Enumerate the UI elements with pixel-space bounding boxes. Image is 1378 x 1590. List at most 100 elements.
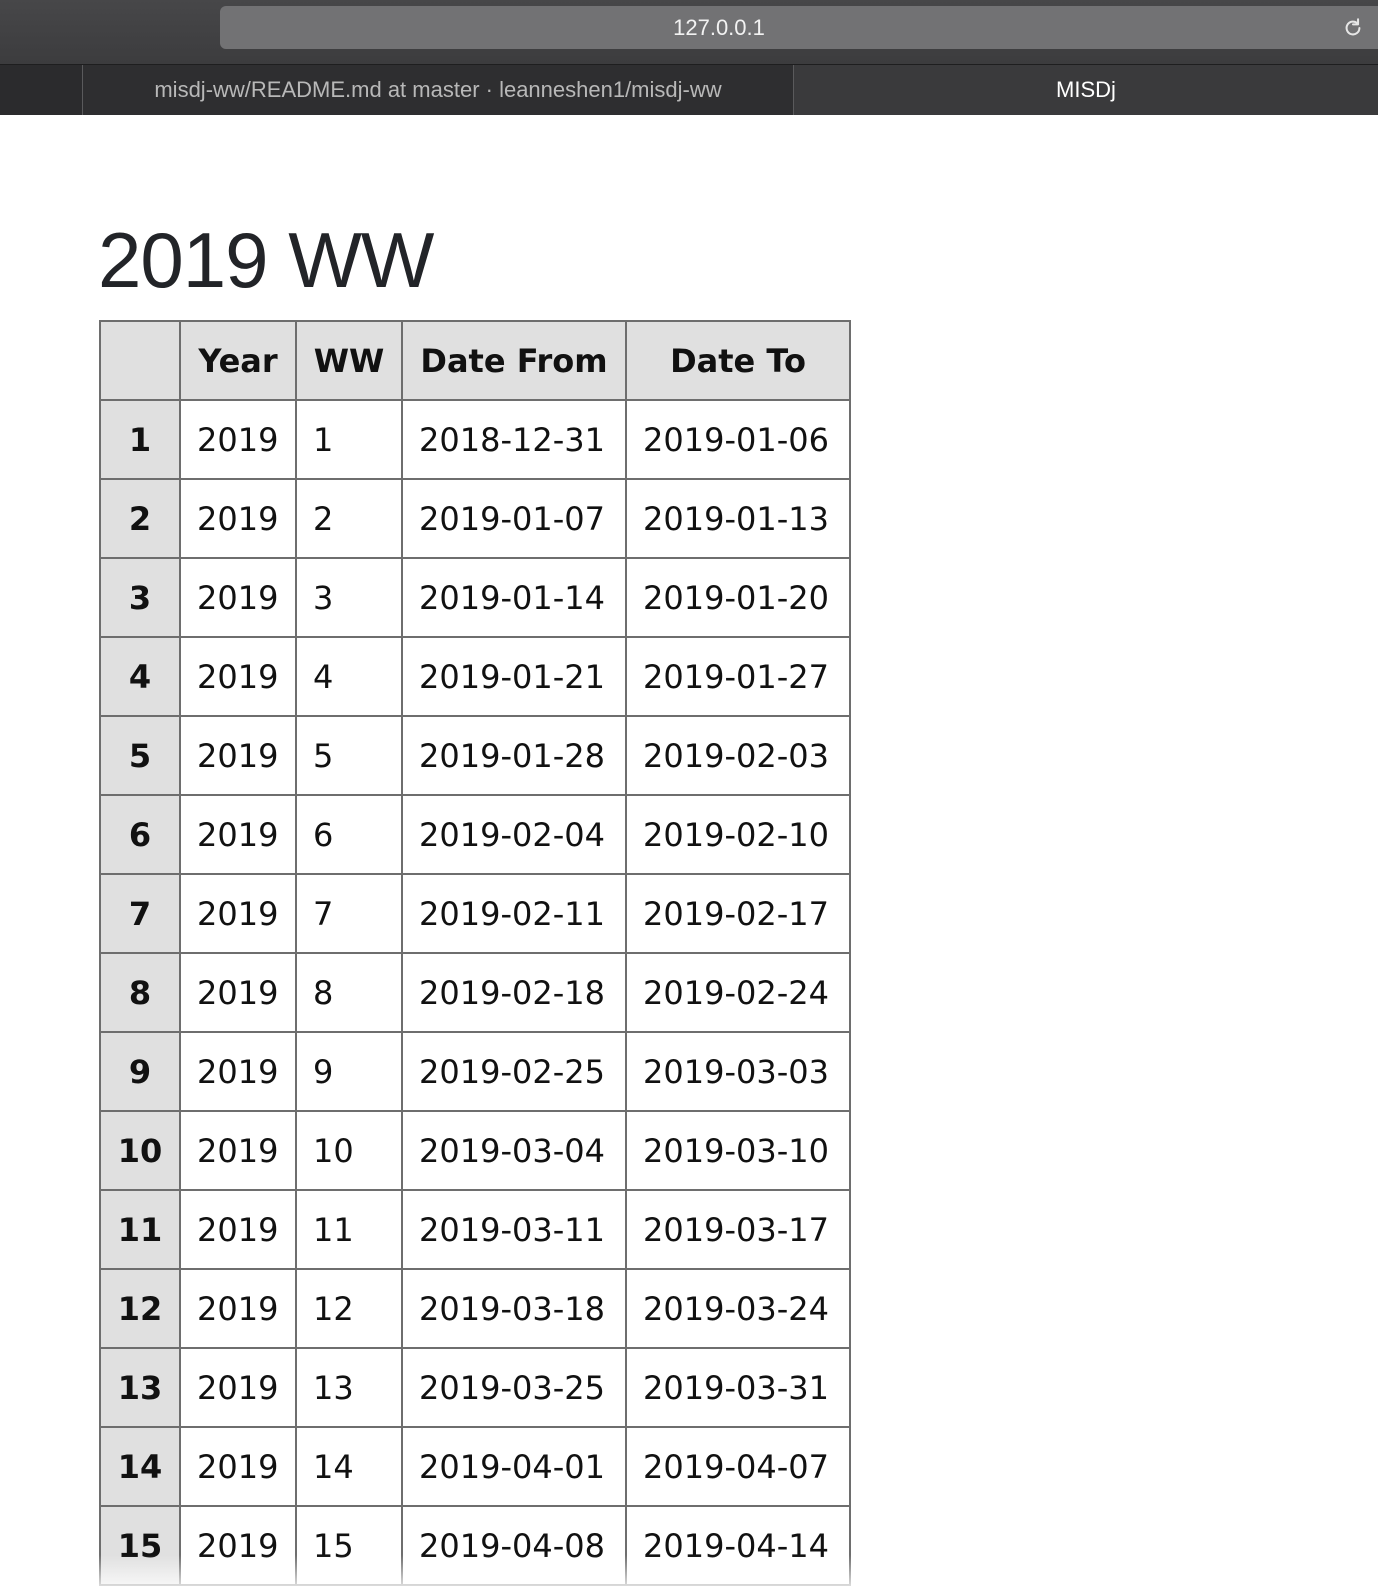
date-from-cell: 2019-01-28: [401, 715, 627, 796]
table-row: 11 2019 11 2019-03-11 2019-03-17: [99, 1189, 851, 1270]
table-row: 8 2019 8 2019-02-18 2019-02-24: [99, 952, 851, 1033]
page-content: 2019 WW Year WW Date From Date To 1 2019 1…: [0, 115, 1378, 1590]
row-index: 2: [99, 478, 181, 559]
row-index: 3: [99, 557, 181, 638]
table-row: 6 2019 6 2019-02-04 2019-02-10: [99, 794, 851, 875]
table-row: 7 2019 7 2019-02-11 2019-02-17: [99, 873, 851, 954]
ww-cell: 3: [295, 557, 403, 638]
date-to-cell: 2019-01-06: [625, 399, 851, 480]
ww-cell: 9: [295, 1031, 403, 1112]
ww-cell: 7: [295, 873, 403, 954]
date-from-cell: 2019-03-11: [401, 1189, 627, 1270]
year-cell: 2019: [179, 1031, 297, 1112]
work-week-table: Year WW Date From Date To 1 2019 1 2018-12-…: [99, 320, 851, 1586]
year-cell: 2019: [179, 399, 297, 480]
date-to-cell: 2019-02-17: [625, 873, 851, 954]
tab-readme[interactable]: misdj-ww/README.md at master · leanneshe…: [82, 65, 794, 115]
reload-icon[interactable]: [1342, 17, 1364, 39]
date-from-cell: 2019-02-04: [401, 794, 627, 875]
date-to-cell: 2019-03-03: [625, 1031, 851, 1112]
row-index: 4: [99, 636, 181, 717]
ww-cell: 1: [295, 399, 403, 480]
row-index: 5: [99, 715, 181, 796]
date-to-cell: 2019-03-17: [625, 1189, 851, 1270]
ww-cell: 6: [295, 794, 403, 875]
date-to-cell: 2019-02-10: [625, 794, 851, 875]
row-index: 14: [99, 1426, 181, 1507]
tab-bar: misdj-ww/README.md at master · leanneshe…: [0, 64, 1378, 116]
row-index: 1: [99, 399, 181, 480]
date-to-cell: 2019-01-27: [625, 636, 851, 717]
table-body: 1 2019 1 2018-12-31 2019-01-06 2 2019 2 2019-01-…: [99, 399, 851, 1586]
table-row: 2 2019 2 2019-01-07 2019-01-13: [99, 478, 851, 559]
date-from-cell: 2018-12-31: [401, 399, 627, 480]
ww-cell: 10: [295, 1110, 403, 1191]
year-cell: 2019: [179, 636, 297, 717]
year-cell: 2019: [179, 873, 297, 954]
table-row: 3 2019 3 2019-01-14 2019-01-20: [99, 557, 851, 638]
table-row: 4 2019 4 2019-01-21 2019-01-27: [99, 636, 851, 717]
scroll-fade: [0, 1555, 1378, 1590]
row-index: 12: [99, 1268, 181, 1349]
row-index: 6: [99, 794, 181, 875]
table-row: 12 2019 12 2019-03-18 2019-03-24: [99, 1268, 851, 1349]
date-to-cell: 2019-03-31: [625, 1347, 851, 1428]
table-row: 14 2019 14 2019-04-01 2019-04-07: [99, 1426, 851, 1507]
date-from-header: Date From: [401, 320, 627, 401]
date-from-cell: 2019-02-25: [401, 1031, 627, 1112]
browser-chrome: 127.0.0.1 misdj-ww/README.md at master ·…: [0, 0, 1378, 116]
row-index: 8: [99, 952, 181, 1033]
year-cell: 2019: [179, 794, 297, 875]
year-cell: 2019: [179, 1347, 297, 1428]
date-to-cell: 2019-02-24: [625, 952, 851, 1033]
date-to-cell: 2019-03-24: [625, 1268, 851, 1349]
address-bar[interactable]: 127.0.0.1: [220, 6, 1378, 49]
date-to-cell: 2019-03-10: [625, 1110, 851, 1191]
index-header: [99, 320, 181, 401]
ww-header: WW: [295, 320, 403, 401]
date-from-cell: 2019-03-04: [401, 1110, 627, 1191]
date-from-cell: 2019-02-11: [401, 873, 627, 954]
ww-cell: 12: [295, 1268, 403, 1349]
table-row: 13 2019 13 2019-03-25 2019-03-31: [99, 1347, 851, 1428]
row-index: 11: [99, 1189, 181, 1270]
date-to-cell: 2019-02-03: [625, 715, 851, 796]
table-row: 1 2019 1 2018-12-31 2019-01-06: [99, 399, 851, 480]
year-cell: 2019: [179, 1268, 297, 1349]
date-to-header: Date To: [625, 320, 851, 401]
ww-cell: 5: [295, 715, 403, 796]
row-index: 9: [99, 1031, 181, 1112]
ww-cell: 13: [295, 1347, 403, 1428]
year-cell: 2019: [179, 1189, 297, 1270]
date-from-cell: 2019-01-21: [401, 636, 627, 717]
date-from-cell: 2019-03-18: [401, 1268, 627, 1349]
row-index: 13: [99, 1347, 181, 1428]
ww-cell: 14: [295, 1426, 403, 1507]
address-text[interactable]: 127.0.0.1: [673, 15, 765, 40]
ww-cell: 8: [295, 952, 403, 1033]
ww-cell: 4: [295, 636, 403, 717]
year-cell: 2019: [179, 478, 297, 559]
ww-cell: 2: [295, 478, 403, 559]
year-header: Year: [179, 320, 297, 401]
year-cell: 2019: [179, 1110, 297, 1191]
row-index: 10: [99, 1110, 181, 1191]
table-row: 5 2019 5 2019-01-28 2019-02-03: [99, 715, 851, 796]
tab-misdj[interactable]: MISDj: [794, 65, 1378, 115]
year-cell: 2019: [179, 715, 297, 796]
page-title: 2019 WW: [98, 216, 434, 304]
year-cell: 2019: [179, 1426, 297, 1507]
date-to-cell: 2019-04-07: [625, 1426, 851, 1507]
date-to-cell: 2019-01-13: [625, 478, 851, 559]
year-cell: 2019: [179, 952, 297, 1033]
table-row: 9 2019 9 2019-02-25 2019-03-03: [99, 1031, 851, 1112]
date-to-cell: 2019-01-20: [625, 557, 851, 638]
table-header-row: Year WW Date From Date To: [99, 320, 851, 401]
table-row: 10 2019 10 2019-03-04 2019-03-10: [99, 1110, 851, 1191]
row-index: 7: [99, 873, 181, 954]
date-from-cell: 2019-03-25: [401, 1347, 627, 1428]
date-from-cell: 2019-01-14: [401, 557, 627, 638]
date-from-cell: 2019-02-18: [401, 952, 627, 1033]
year-cell: 2019: [179, 557, 297, 638]
ww-cell: 11: [295, 1189, 403, 1270]
